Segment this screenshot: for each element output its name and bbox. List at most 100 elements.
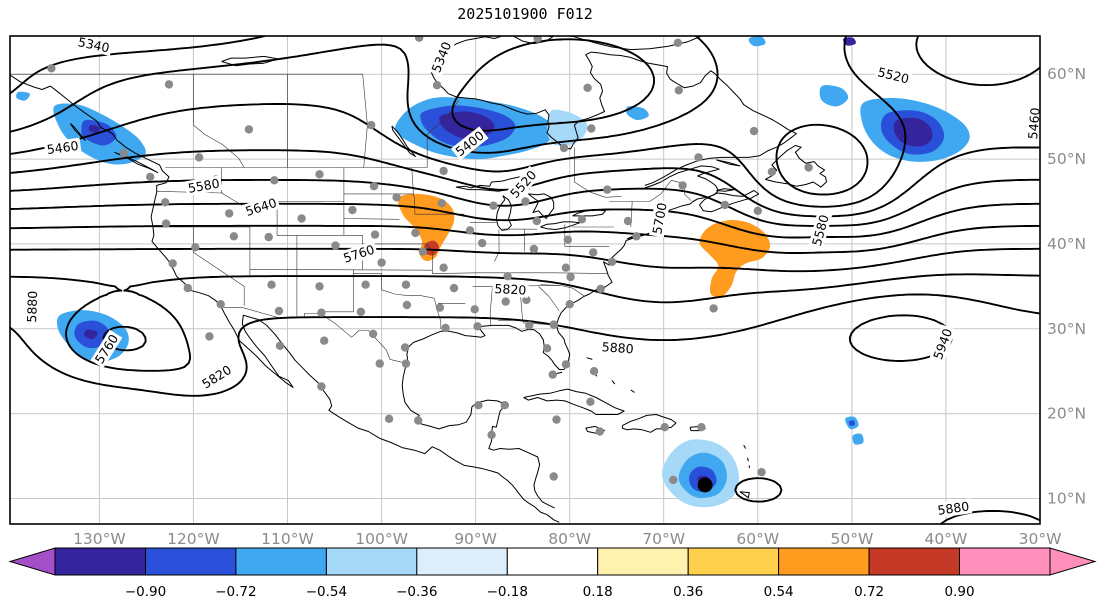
station-dot xyxy=(559,143,569,153)
station-dot xyxy=(384,414,394,423)
lat-tick-label: 40°N xyxy=(1047,235,1086,253)
lon-tick-label: 40°W xyxy=(924,530,967,548)
colorbar-tick-label: 0.90 xyxy=(944,584,974,600)
colorbar-ticks: −0.90 −0.72 −0.54 −0.36 −0.18 0.18 0.36 0.54 0.7… xyxy=(125,584,975,600)
lon-tick-label: 100°W xyxy=(355,530,408,548)
station-dot xyxy=(474,401,483,410)
station-dot xyxy=(565,300,574,309)
station-dot xyxy=(439,166,448,176)
lat-tick-label: 60°N xyxy=(1047,65,1086,83)
lon-tick-label: 110°W xyxy=(261,530,314,548)
station-dot xyxy=(418,247,428,256)
contour-label: 5940 xyxy=(929,324,956,364)
anomaly-region xyxy=(546,109,588,147)
station-dot xyxy=(489,201,498,210)
anomaly-region xyxy=(848,420,855,426)
station-dot xyxy=(673,38,683,47)
svg-text:5340: 5340 xyxy=(428,39,454,74)
station-dot xyxy=(503,272,512,281)
station-dot xyxy=(274,306,284,316)
lat-tick-label: 50°N xyxy=(1047,150,1086,168)
colorbar-tick-label: −0.18 xyxy=(487,584,528,600)
station-dot xyxy=(432,81,442,90)
anomaly-shading xyxy=(16,36,970,508)
contour-label: 5340 xyxy=(74,36,113,56)
station-dot xyxy=(317,308,326,317)
station-dot xyxy=(709,304,718,313)
anomaly-region xyxy=(625,106,649,121)
colorbar-tick-label: 0.72 xyxy=(854,584,884,600)
station-dot xyxy=(414,416,423,425)
station-dot xyxy=(297,214,306,223)
svg-text:5700: 5700 xyxy=(649,201,669,235)
station-dot xyxy=(267,280,276,289)
station-dot xyxy=(525,321,534,330)
contour-level-5760 xyxy=(10,247,1040,352)
svg-text:5460: 5460 xyxy=(1025,107,1043,140)
lon-axis: 130°W 120°W 110°W 100°W 90°W 80°W 70°W 60°W 50°W… xyxy=(73,530,1061,548)
station-dot xyxy=(361,280,370,289)
station-dot xyxy=(191,243,200,252)
station-dot xyxy=(522,295,531,305)
svg-text:5820: 5820 xyxy=(494,281,527,298)
station-dot xyxy=(216,300,225,309)
colorbar-bin xyxy=(597,547,689,576)
svg-text:5760: 5760 xyxy=(341,242,376,266)
svg-text:5880: 5880 xyxy=(24,290,40,322)
lon-tick-label: 30°W xyxy=(1019,530,1062,548)
anomaly-region xyxy=(16,91,30,101)
contour-label: 5460 xyxy=(1024,104,1043,142)
station-dot xyxy=(465,226,475,235)
height-contours xyxy=(10,36,1040,524)
anomaly-region xyxy=(852,433,864,445)
contour-label: 5880 xyxy=(599,339,637,357)
svg-text:5580: 5580 xyxy=(809,213,832,248)
station-dot xyxy=(473,322,482,331)
svg-text:5940: 5940 xyxy=(930,326,955,361)
station-dot xyxy=(244,125,254,134)
contour-label: 5640 xyxy=(241,194,281,220)
station-dot xyxy=(607,257,617,266)
station-dot xyxy=(596,284,605,294)
station-dot xyxy=(561,263,571,272)
station-dot xyxy=(549,472,558,481)
station-dot xyxy=(119,148,128,158)
station-dot xyxy=(552,415,561,424)
station-dot xyxy=(315,282,324,291)
station-dot xyxy=(678,181,687,190)
station-dot xyxy=(561,360,571,369)
station-dot xyxy=(674,86,683,95)
colorbar xyxy=(8,547,1097,576)
lat-axis: 10°N 20°N 30°N 40°N 50°N 60°N xyxy=(1047,65,1086,507)
station-dot xyxy=(146,172,155,182)
station-dot xyxy=(367,120,376,130)
station-dot xyxy=(348,205,357,215)
colorbar-tick-label: 0.54 xyxy=(764,584,794,600)
station-dot xyxy=(315,170,324,179)
contour-label: 5340 xyxy=(427,37,456,77)
station-dot xyxy=(804,163,813,172)
station-dot xyxy=(767,167,777,176)
colorbar-tick-label: −0.72 xyxy=(215,584,256,600)
station-dot xyxy=(275,341,285,350)
station-dot xyxy=(660,423,669,432)
station-dot xyxy=(589,248,598,257)
station-dot xyxy=(435,303,445,312)
station-dot xyxy=(533,36,542,43)
svg-text:5580: 5580 xyxy=(187,176,221,196)
storm-marker xyxy=(697,477,713,493)
station-dot xyxy=(264,232,273,242)
station-dot xyxy=(589,367,599,376)
station-dot xyxy=(542,344,552,353)
svg-text:5460: 5460 xyxy=(46,138,80,157)
station-dot xyxy=(375,359,384,368)
contour-label: 5460 xyxy=(43,137,82,158)
contour-label: 5880 xyxy=(23,288,41,325)
colorbar-bin xyxy=(325,547,418,576)
svg-text:5640: 5640 xyxy=(244,195,279,219)
station-dot xyxy=(161,219,171,228)
colorbar-tick-label: −0.90 xyxy=(125,584,166,600)
station-dot xyxy=(356,307,366,316)
station-dot xyxy=(439,263,448,272)
